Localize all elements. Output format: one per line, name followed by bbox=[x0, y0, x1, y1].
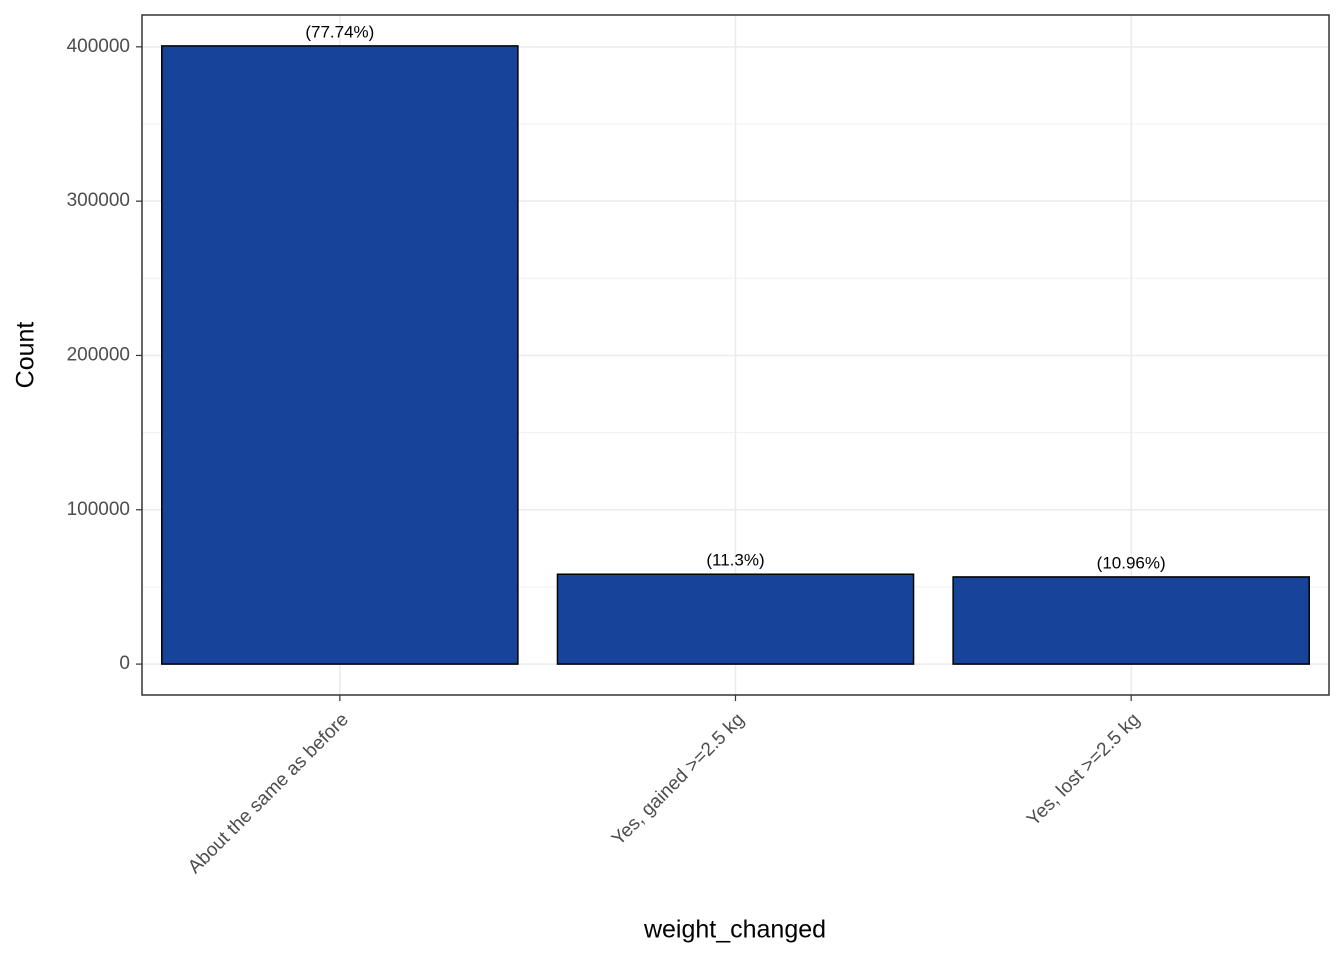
y-tick-label: 100000 bbox=[67, 499, 130, 520]
panel-border bbox=[141, 14, 1330, 696]
bar bbox=[556, 573, 915, 665]
y-tick-label: 0 bbox=[119, 653, 130, 674]
y-tick-label: 400000 bbox=[67, 36, 130, 57]
bar-annotation: (77.74%) bbox=[305, 22, 374, 41]
y-tick-label: 200000 bbox=[67, 344, 130, 365]
bar-annotation: (10.96%) bbox=[1097, 553, 1166, 572]
bar-annotation: (11.3%) bbox=[706, 551, 764, 570]
x-tick-label: About the same as before bbox=[184, 709, 353, 878]
x-tick-label: Yes, gained >=2.5 kg bbox=[608, 709, 749, 850]
bar bbox=[952, 576, 1310, 665]
x-tick-label: Yes, lost >=2.5 kg bbox=[1023, 709, 1144, 830]
y-axis-title: Count bbox=[12, 322, 40, 389]
bar bbox=[161, 45, 519, 665]
y-tick-label: 300000 bbox=[67, 190, 130, 211]
x-axis-title: weight_changed bbox=[643, 916, 826, 944]
